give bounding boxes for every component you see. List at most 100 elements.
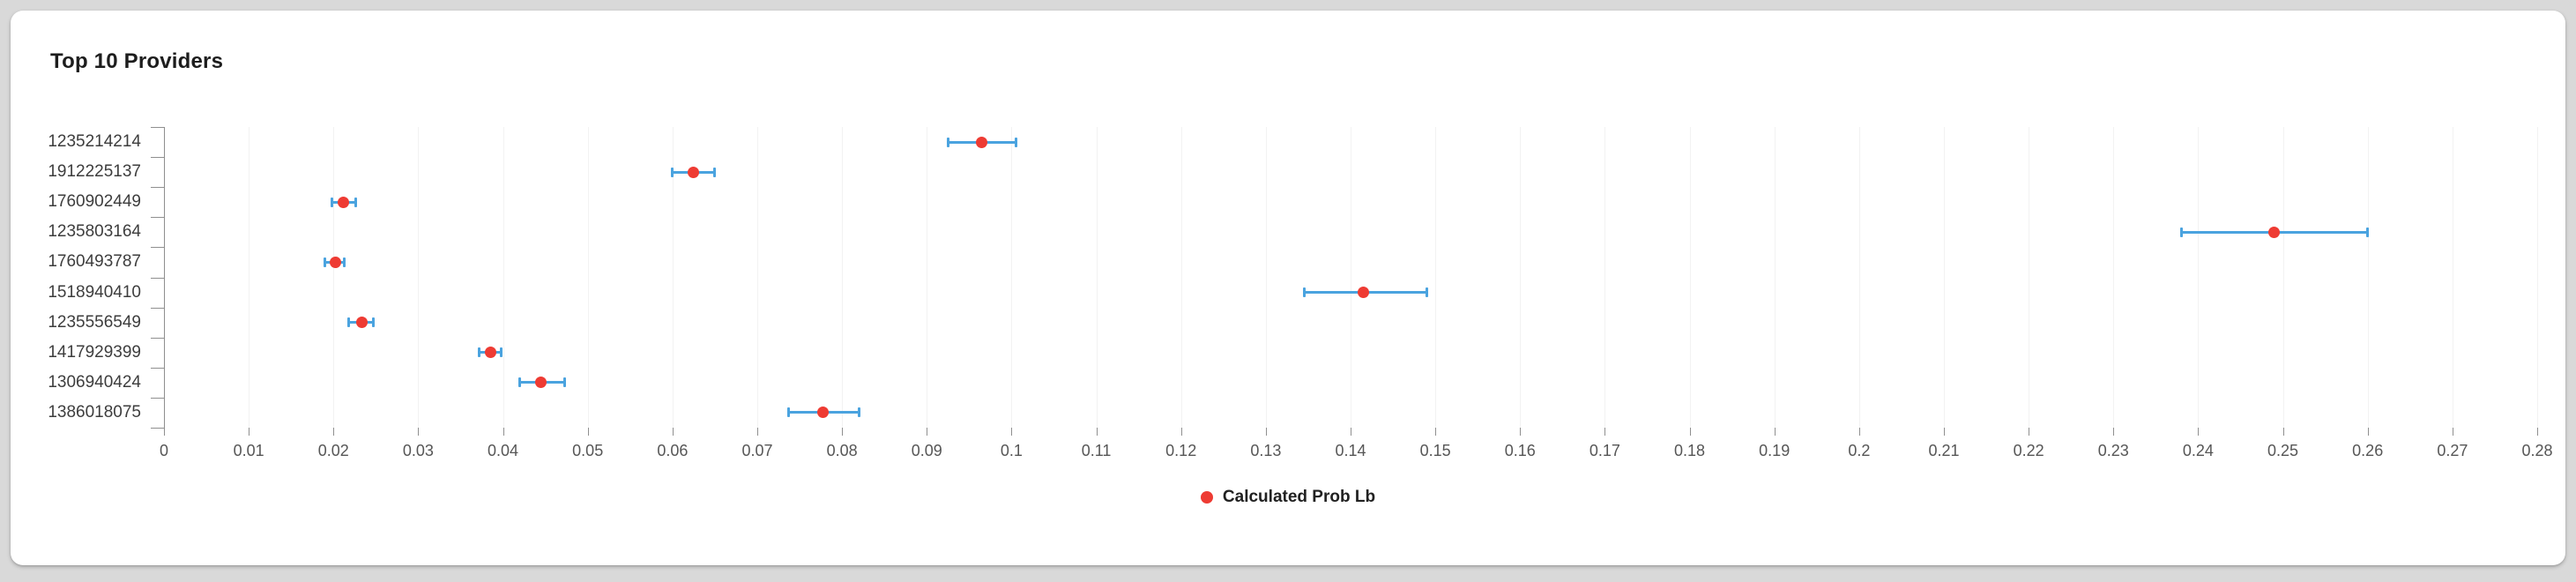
x-axis-tick-label: 0.03 bbox=[402, 442, 434, 459]
x-axis-tick-label: 0.17 bbox=[1589, 442, 1620, 459]
x-axis-tick bbox=[1604, 428, 1606, 436]
x-axis-tick-label: 0.23 bbox=[2097, 442, 2129, 459]
gridline bbox=[1265, 127, 1267, 428]
y-axis-label: 1760902449 bbox=[48, 192, 141, 212]
gridline bbox=[1011, 127, 1013, 428]
x-axis-tick bbox=[1435, 428, 1437, 436]
x-axis-tick-label: 0.08 bbox=[826, 442, 858, 459]
x-axis-labels: 0 0.01 0.02 0.03 0.04 0.05 0.06 0.07 0.08 0.09 0.1… bbox=[160, 441, 2553, 462]
error-bar-cap bbox=[324, 257, 327, 267]
error-bar-cap bbox=[2179, 227, 2183, 237]
x-axis-tick-label: 0.09 bbox=[911, 442, 942, 459]
gridline bbox=[418, 127, 420, 428]
x-axis-tick-label: 0.19 bbox=[1759, 442, 1791, 459]
data-point[interactable] bbox=[338, 196, 350, 208]
y-axis-tick bbox=[151, 337, 164, 339]
data-point[interactable] bbox=[329, 256, 341, 268]
x-axis-tick-label: 0.28 bbox=[2521, 442, 2553, 459]
x-axis-tick bbox=[2282, 428, 2284, 436]
x-axis-tick-label: 0.05 bbox=[572, 442, 604, 459]
y-axis-tick bbox=[151, 127, 164, 128]
x-axis-tick bbox=[1180, 428, 1182, 436]
data-point[interactable] bbox=[2268, 226, 2281, 238]
error-bar-cap bbox=[518, 377, 522, 388]
x-axis-tick bbox=[2113, 428, 2115, 436]
data-point[interactable] bbox=[356, 317, 369, 329]
y-axis-tick bbox=[151, 217, 164, 219]
x-axis-tick bbox=[842, 428, 844, 436]
y-axis-tick bbox=[151, 397, 164, 399]
x-axis-tick-label: 0.25 bbox=[2267, 442, 2299, 459]
gridline bbox=[1096, 127, 1098, 428]
x-axis-tick-label: 0.16 bbox=[1504, 442, 1536, 459]
gridline bbox=[503, 127, 504, 428]
gridline bbox=[1944, 127, 1945, 428]
error-bar-cap bbox=[787, 407, 791, 418]
gridline bbox=[2367, 127, 2369, 428]
y-axis-line bbox=[164, 127, 165, 429]
y-axis-ticks bbox=[151, 127, 164, 429]
x-axis-tick bbox=[418, 428, 420, 436]
data-point[interactable] bbox=[976, 136, 988, 148]
gridline bbox=[1520, 127, 1522, 428]
gridline bbox=[587, 127, 589, 428]
error-bar-cap bbox=[354, 197, 357, 207]
x-axis-tick bbox=[1096, 428, 1098, 436]
x-axis-tick-label: 0.26 bbox=[2352, 442, 2384, 459]
data-point[interactable] bbox=[535, 377, 547, 389]
error-bar-cap bbox=[343, 257, 346, 267]
gridline bbox=[2113, 127, 2115, 428]
y-axis-label: 1912225137 bbox=[48, 162, 141, 182]
x-axis-tick bbox=[503, 428, 504, 436]
x-axis-tick bbox=[333, 428, 335, 436]
gridline bbox=[1689, 127, 1691, 428]
x-axis-tick-label: 0.21 bbox=[1928, 442, 1960, 459]
error-bar-cap bbox=[478, 347, 481, 358]
x-axis-tick bbox=[2198, 428, 2200, 436]
error-bar-cap bbox=[330, 197, 333, 207]
chart-title: Top 10 Providers bbox=[50, 49, 224, 73]
plot-area bbox=[164, 127, 2538, 428]
y-axis-label: 1235214214 bbox=[48, 132, 141, 152]
x-axis-tick-label: 0.02 bbox=[317, 442, 349, 459]
gridline bbox=[1858, 127, 1860, 428]
y-axis-tick bbox=[151, 247, 164, 249]
x-axis-tick-label: 0.24 bbox=[2182, 442, 2214, 459]
x-axis-tick bbox=[1858, 428, 1860, 436]
x-axis-tick bbox=[1689, 428, 1691, 436]
y-axis-label: 1518940410 bbox=[48, 282, 141, 302]
x-axis-tick bbox=[1944, 428, 1945, 436]
data-point[interactable] bbox=[1357, 287, 1369, 299]
gridline bbox=[1180, 127, 1182, 428]
gridline bbox=[2198, 127, 2200, 428]
y-axis-tick bbox=[151, 277, 164, 279]
gridline bbox=[757, 127, 758, 428]
y-axis-tick bbox=[151, 367, 164, 369]
x-axis-tick-label: 0.1 bbox=[1000, 442, 1023, 459]
error-bar-cap bbox=[1014, 137, 1017, 147]
x-axis-ticks bbox=[164, 428, 2538, 436]
y-axis-label: 1235803164 bbox=[48, 222, 141, 242]
gridline bbox=[672, 127, 674, 428]
error-bar-cap bbox=[347, 317, 351, 328]
x-axis-tick-label: 0.01 bbox=[233, 442, 264, 459]
y-axis-label: 1386018075 bbox=[48, 402, 141, 422]
error-bar-cap bbox=[946, 137, 949, 147]
data-point[interactable] bbox=[484, 347, 496, 359]
x-axis-tick-label: 0.14 bbox=[1335, 442, 1366, 459]
error-bar-cap bbox=[1426, 287, 1429, 298]
y-axis-label: 1306940424 bbox=[48, 372, 141, 392]
gridline bbox=[1774, 127, 1776, 428]
data-point[interactable] bbox=[817, 407, 830, 419]
y-axis-label: 1235556549 bbox=[48, 312, 141, 332]
x-axis-tick bbox=[1265, 428, 1267, 436]
x-axis-tick bbox=[587, 428, 589, 436]
x-axis-tick bbox=[164, 428, 165, 436]
legend-item[interactable]: Calculated Prob Lb bbox=[11, 488, 2565, 507]
x-axis-tick-label: 0.13 bbox=[1250, 442, 1282, 459]
x-axis-tick-label: 0 bbox=[159, 442, 168, 459]
x-axis-tick bbox=[2367, 428, 2369, 436]
error-bar-cap bbox=[713, 167, 717, 177]
data-point[interactable] bbox=[688, 166, 700, 178]
y-axis-tick bbox=[151, 307, 164, 309]
